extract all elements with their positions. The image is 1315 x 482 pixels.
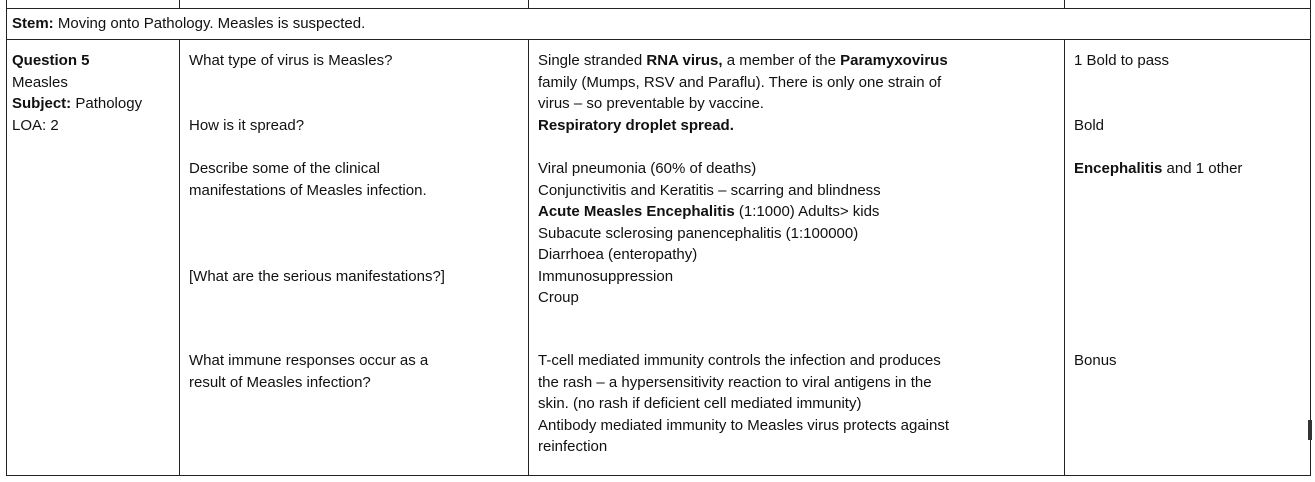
prompt-1: What type of virus is Measles?	[189, 50, 392, 72]
answer-line: Croup	[538, 289, 579, 306]
question-subject: Subject: Pathology	[12, 93, 142, 115]
prompt-3: Describe some of the clinical manifestat…	[189, 158, 427, 201]
prompt-text: manifestations of Measles infection.	[189, 181, 427, 199]
answer-line: T-cell mediated immunity controls the in…	[538, 352, 941, 369]
marking-3: Encephalitis and 1 other	[1074, 158, 1242, 180]
prompt-text: What type of virus is Measles?	[189, 52, 393, 69]
prompt-2: How is it spread?	[189, 115, 304, 137]
marking-text: 1 Bold to pass	[1074, 52, 1170, 69]
marking-text: Bold	[1074, 117, 1105, 134]
answer-line: Diarrhoea (enteropathy)	[538, 246, 698, 263]
answer-1: Single stranded RNA virus, a member of t…	[538, 50, 948, 115]
answer-line: Antibody mediated immunity to Measles vi…	[538, 416, 950, 434]
column-divider	[179, 40, 180, 476]
prompt-text: How is it spread?	[189, 117, 305, 134]
answer-line: Single stranded RNA virus, a member of t…	[538, 50, 948, 72]
answer-bold-text: Paramyxovirus	[840, 52, 948, 69]
scan-edge-mark	[1308, 420, 1312, 440]
answer-3: Viral pneumonia (60% of deaths) Conjunct…	[538, 158, 881, 309]
marking-text: Bonus	[1074, 352, 1117, 369]
prompt-text: Describe some of the clinical	[189, 160, 380, 177]
answer-line: Acute Measles Encephalitis (1:1000) Adul…	[538, 201, 881, 223]
subject-label: Subject:	[12, 95, 72, 112]
marking-2: Bold	[1074, 115, 1104, 137]
border-stub	[6, 0, 7, 8]
answer-bold-text: Acute Measles Encephalitis	[538, 203, 735, 220]
answer-line: the rash – a hypersensitivity reaction t…	[538, 373, 932, 391]
border-stub	[1310, 0, 1311, 8]
answer-line: reinfection	[538, 438, 608, 455]
subject-value: Pathology	[71, 95, 143, 112]
column-divider	[1064, 40, 1065, 476]
question-loa: LOA: 2	[12, 116, 59, 134]
answer-text: a member of the	[722, 52, 841, 69]
answer-line: Conjunctivitis and Keratitis – scarring …	[538, 181, 881, 199]
answer-line: family (Mumps, RSV and Paraflu). There i…	[538, 73, 942, 91]
stem-label: Stem:	[12, 15, 54, 32]
stem-text: Moving onto Pathology. Measles is suspec…	[53, 15, 366, 32]
border-stub	[179, 0, 180, 8]
answer-bold-text: RNA virus,	[646, 52, 723, 69]
question-title: Question 5	[12, 52, 90, 69]
answer-line: Immunosuppression	[538, 267, 674, 285]
previous-row-borders	[6, 0, 1311, 8]
marking-text: Encephalitis and 1 other	[1074, 158, 1242, 180]
answer-line: Viral pneumonia (60% of deaths)	[538, 160, 757, 177]
prompt-text: [What are the serious manifestations?]	[189, 268, 445, 285]
marking-bold-text: Encephalitis	[1074, 160, 1163, 177]
answer-2: Respiratory droplet spread.	[538, 115, 734, 137]
stem-row: Stem: Moving onto Pathology. Measles is …	[6, 8, 1311, 40]
answer-line: virus – so preventable by vaccine.	[538, 95, 764, 112]
answer-line: skin. (no rash if deficient cell mediate…	[538, 395, 862, 412]
answer-text: (1:1000) Adults> kids	[734, 203, 880, 220]
answer-4: T-cell mediated immunity controls the in…	[538, 350, 949, 458]
marking-1: 1 Bold to pass	[1074, 50, 1169, 72]
prompt-4: [What are the serious manifestations?]	[189, 266, 445, 288]
answer-line: Subacute sclerosing panencephalitis (1:1…	[538, 224, 859, 242]
border-stub	[1064, 0, 1065, 8]
question-table: Question 5 Measles Subject: Pathology LO…	[6, 40, 1311, 476]
marking-text-rest: and 1 other	[1162, 160, 1243, 177]
column-divider	[528, 40, 529, 476]
prompt-text: result of Measles infection?	[189, 373, 371, 391]
prompt-5: What immune responses occur as a result …	[189, 350, 428, 393]
prompt-text: What immune responses occur as a	[189, 352, 429, 369]
question-info-cell: Question 5 Measles Subject: Pathology LO…	[12, 50, 142, 136]
question-topic: Measles	[12, 73, 68, 91]
border-stub	[528, 0, 529, 8]
marking-4: Bonus	[1074, 350, 1117, 372]
answer-text: Single stranded	[538, 52, 647, 69]
answer-line: Respiratory droplet spread.	[538, 117, 734, 134]
